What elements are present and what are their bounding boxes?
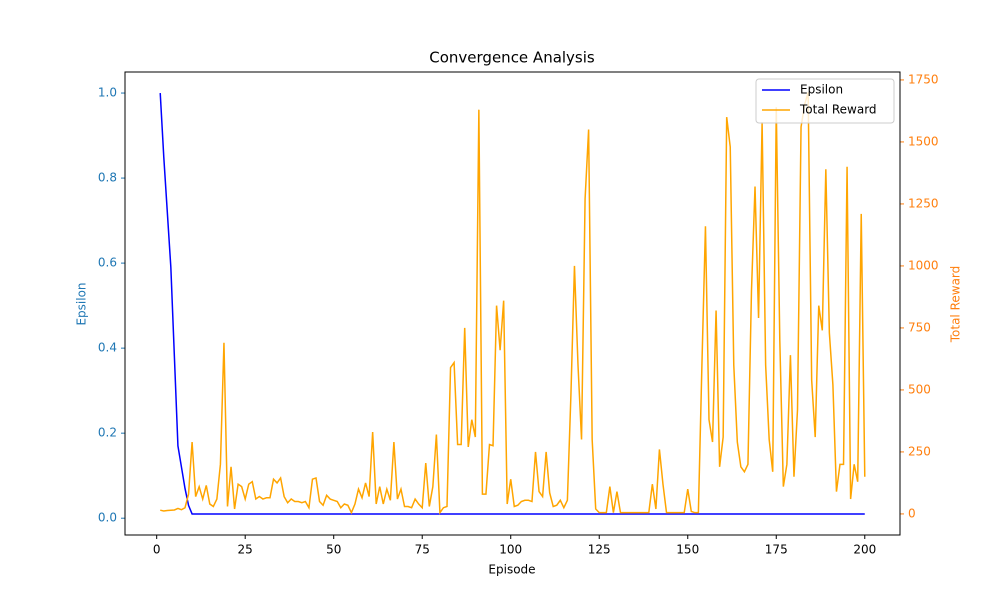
x-tick-label: 125 — [588, 543, 611, 557]
y-axis-label: Epsilon — [75, 282, 89, 325]
chart-title: Convergence Analysis — [429, 49, 595, 67]
y2-tick-label: 1750 — [908, 72, 939, 86]
x-tick-label: 175 — [765, 543, 788, 557]
series-line — [160, 92, 866, 515]
y-tick-label: 0.4 — [98, 341, 117, 355]
plot-frame — [124, 71, 901, 536]
y2-tick-label: 500 — [908, 382, 931, 396]
y-tick-label: 0.6 — [98, 256, 117, 270]
x-axis-label: Episode — [488, 563, 535, 577]
y-tick-label: 0.0 — [98, 511, 117, 525]
legend-label: Epsilon — [800, 83, 843, 97]
y-tick-label: 0.2 — [98, 426, 117, 440]
y2-axis-label: Total Reward — [949, 266, 963, 344]
x-tick-label: 25 — [238, 543, 253, 557]
x-tick-label: 150 — [676, 543, 699, 557]
x-tick-label: 0 — [153, 543, 161, 557]
x-tick-label: 75 — [415, 543, 430, 557]
y2-tick-label: 1500 — [908, 134, 939, 148]
y-tick-label: 1.0 — [98, 86, 117, 100]
y2-tick-label: 1250 — [908, 196, 939, 210]
y2-tick-label: 750 — [908, 320, 931, 334]
series-line — [159, 93, 865, 515]
y2-tick-label: 1000 — [908, 258, 939, 272]
y-tick-label: 0.8 — [98, 171, 117, 185]
legend-label: Total Reward — [799, 103, 877, 117]
x-tick-label: 200 — [853, 543, 876, 557]
y2-tick-label: 250 — [908, 444, 931, 458]
x-tick-label: 50 — [326, 543, 341, 557]
x-tick-label: 100 — [499, 543, 522, 557]
legend-box — [755, 78, 895, 124]
y2-tick-label: 0 — [908, 506, 916, 520]
